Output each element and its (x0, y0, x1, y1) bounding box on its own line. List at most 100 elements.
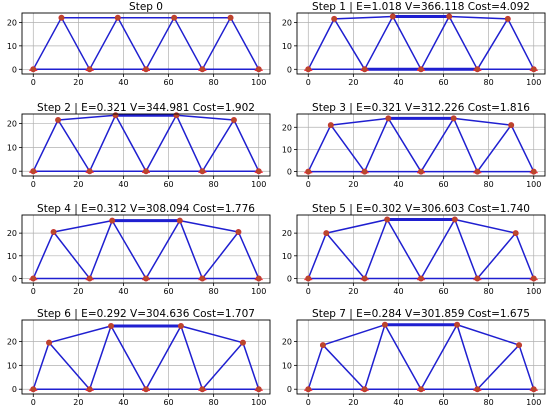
truss-member (476, 18, 509, 71)
truss-node (417, 168, 424, 175)
y-tick-label: 10 (7, 42, 17, 51)
truss-member (48, 341, 91, 390)
truss-member (420, 117, 455, 173)
axes-frame (296, 319, 546, 395)
truss-member (32, 341, 50, 390)
truss-node (255, 386, 262, 393)
truss-node (176, 217, 183, 224)
truss-member (307, 232, 328, 280)
truss-member (456, 324, 520, 346)
axes-frame (21, 113, 271, 177)
truss-node (46, 339, 53, 346)
truss-node (142, 168, 149, 175)
truss-node (142, 66, 149, 73)
truss-member (117, 16, 147, 71)
truss-member (325, 218, 388, 234)
truss-member (145, 219, 181, 280)
truss-member (242, 341, 260, 390)
truss-node (417, 66, 424, 73)
x-tick-label: 40 (393, 78, 403, 87)
x-tick-label: 20 (348, 287, 358, 296)
axes-frame (296, 12, 546, 75)
truss-member (173, 16, 204, 71)
truss-member (514, 232, 535, 280)
subplot-5: Step 5 | E=0.302 V=306.603 Cost=1.740 0 20… (282, 203, 546, 296)
y-tick-label: 20 (282, 337, 292, 346)
truss-node (331, 15, 338, 22)
x-tick-label: 80 (209, 78, 219, 87)
x-tick-label: 40 (118, 78, 128, 87)
truss-node (361, 66, 368, 73)
truss-node (530, 275, 537, 282)
truss-node (50, 228, 57, 235)
truss-member (201, 119, 235, 172)
truss-member (145, 114, 178, 172)
truss-member (307, 124, 332, 173)
truss-member (179, 219, 240, 233)
x-tick-label: 80 (209, 398, 219, 406)
truss-node (30, 275, 37, 282)
y-tick-label: 0 (287, 65, 292, 74)
x-tick-label: 0 (306, 398, 311, 406)
truss-member (179, 219, 204, 280)
y-tick-label: 0 (12, 65, 17, 74)
subplot-title: Step 2 | E=0.321 V=344.981 Cost=1.902 (37, 102, 255, 114)
truss-member (363, 15, 394, 71)
truss-node (305, 66, 312, 73)
x-tick-label: 60 (163, 398, 173, 406)
axes-frame (21, 214, 271, 284)
truss-member (510, 124, 535, 173)
y-tick-label: 0 (12, 167, 17, 176)
truss-member (180, 325, 204, 390)
x-tick-label: 20 (73, 78, 83, 87)
truss-member (333, 15, 394, 20)
truss-member (384, 324, 422, 390)
y-tick-label: 0 (12, 274, 17, 283)
truss-member (420, 218, 456, 280)
x-tick-label: 0 (31, 180, 36, 189)
truss-node (142, 386, 149, 393)
truss-member (145, 16, 175, 71)
truss-node (381, 321, 388, 328)
y-tick-label: 20 (7, 229, 17, 238)
x-tick-label: 100 (526, 78, 541, 87)
subplot-7: Step 7 | E=0.284 V=301.859 Cost=1.675 0 20… (282, 308, 546, 407)
truss-member (88, 219, 113, 280)
truss-node (530, 66, 537, 73)
truss-member (476, 232, 517, 280)
truss-node (199, 386, 206, 393)
x-tick-label: 40 (118, 180, 128, 189)
x-tick-label: 60 (438, 398, 448, 406)
x-tick-label: 20 (73, 398, 83, 406)
subplot-0: Step 0 0 20 40 60 80 100 0 10 20 (7, 1, 271, 87)
x-tick-label: 60 (438, 180, 448, 189)
x-tick-label: 40 (393, 287, 403, 296)
truss-node (142, 275, 149, 282)
x-tick-label: 100 (251, 287, 266, 296)
subplot-title: Step 1 | E=1.018 V=366.118 Cost=4.092 (312, 1, 530, 13)
truss-node (474, 66, 481, 73)
truss-member (114, 114, 147, 172)
truss-member (420, 15, 450, 71)
subplot-4: Step 4 | E=0.312 V=308.094 Cost=1.776 0 20… (7, 203, 271, 296)
truss-node (516, 342, 523, 349)
truss-member (145, 325, 182, 390)
truss-node (512, 230, 519, 237)
truss-member (32, 119, 59, 172)
axes-frame (296, 113, 546, 177)
truss-node (305, 168, 312, 175)
x-tick-label: 60 (163, 180, 173, 189)
truss-member (201, 16, 232, 71)
truss-member (386, 218, 422, 280)
y-tick-label: 20 (282, 229, 292, 238)
truss-node (30, 66, 37, 73)
x-tick-label: 20 (348, 398, 358, 406)
x-tick-label: 100 (526, 287, 541, 296)
truss-node (114, 14, 121, 21)
y-tick-label: 10 (282, 252, 292, 261)
truss-node (86, 66, 93, 73)
x-tick-label: 0 (31, 78, 36, 87)
y-tick-label: 10 (7, 143, 17, 152)
x-tick-label: 80 (484, 287, 494, 296)
